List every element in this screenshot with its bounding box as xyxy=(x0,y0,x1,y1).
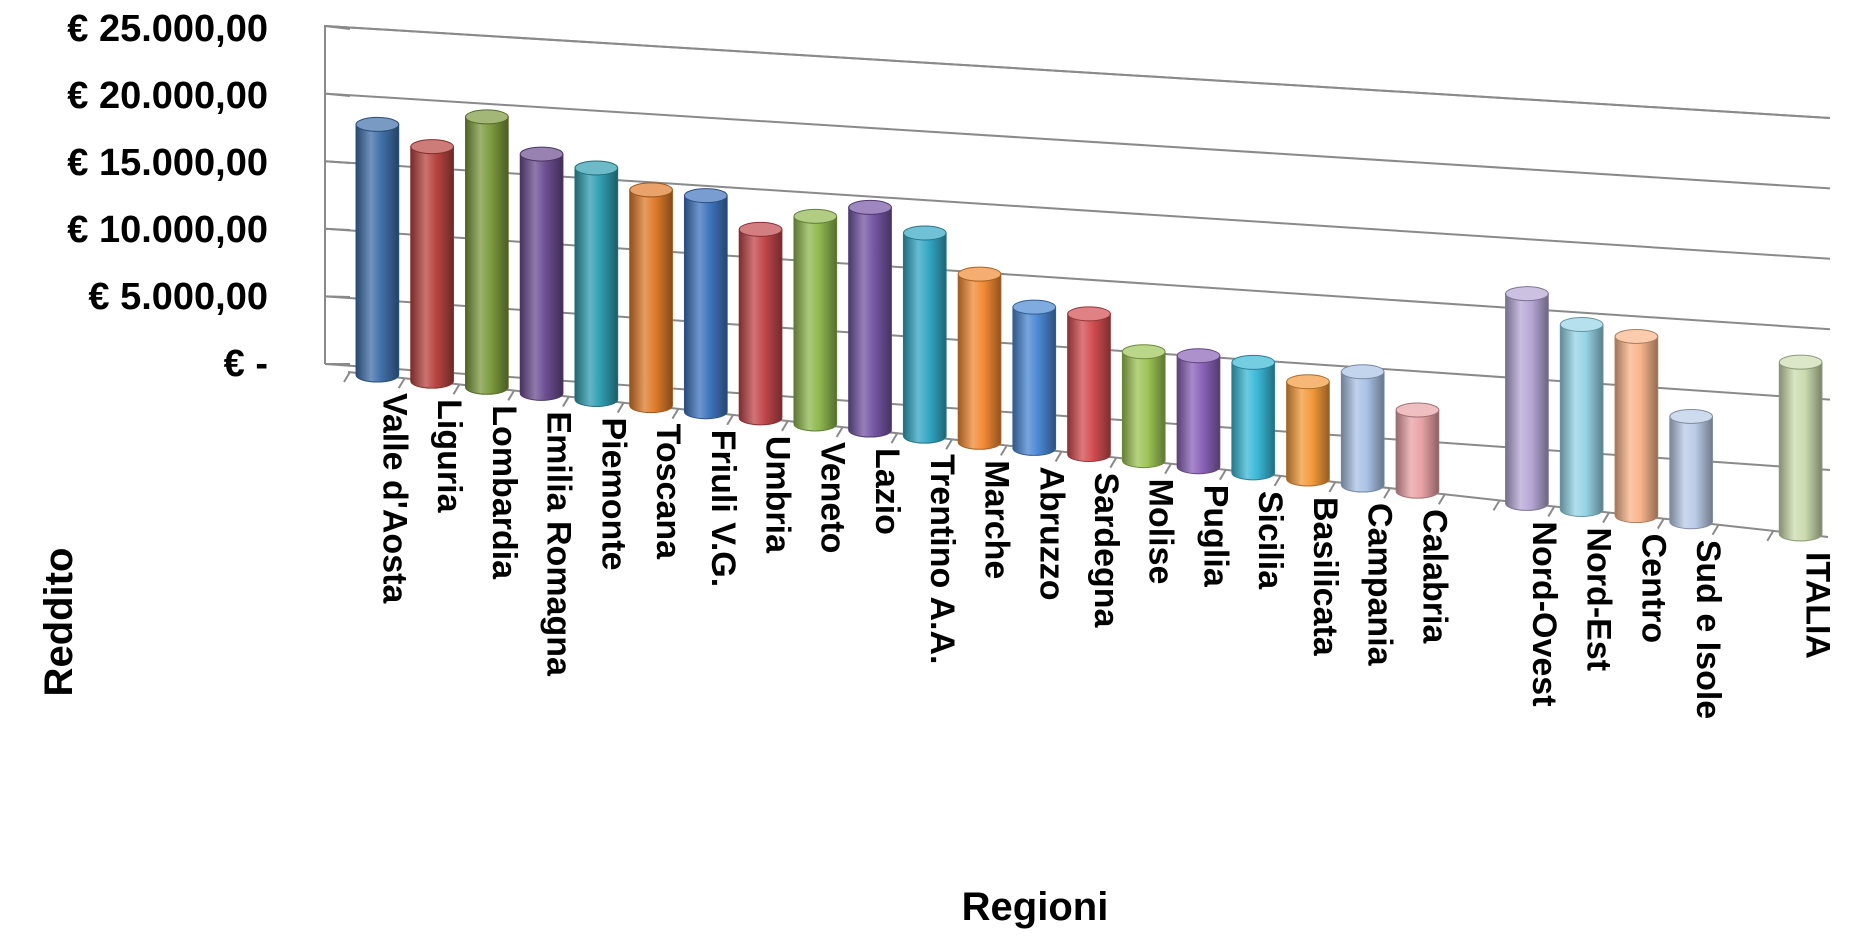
x-tick-label: Puglia xyxy=(1196,485,1234,588)
x-axis-title: Regioni xyxy=(962,885,1109,929)
bars xyxy=(355,109,1823,542)
x-tick-label: Veneto xyxy=(813,442,851,553)
x-tick-label: Piemonte xyxy=(594,418,632,571)
bar xyxy=(1614,328,1659,524)
x-tick-label: Toscana xyxy=(649,424,687,561)
y-tick-label: € 5.000,00 xyxy=(88,276,268,318)
gridline-side xyxy=(324,227,351,231)
bar xyxy=(1176,348,1221,475)
gridline-side xyxy=(324,25,351,30)
gridline xyxy=(324,25,1831,119)
x-tick-label: Sardegna xyxy=(1087,473,1125,629)
bar xyxy=(738,221,783,426)
bar xyxy=(519,146,564,401)
x-tick-label: Friuli V.G. xyxy=(704,430,742,587)
x-tick-label: Basilicata xyxy=(1306,497,1344,657)
bar xyxy=(902,225,947,444)
y-tick-label: € 10.000,00 xyxy=(67,209,268,251)
bar xyxy=(465,109,509,395)
x-tick-label: Sud e Isole xyxy=(1689,540,1727,720)
x-tick-label: Liguria xyxy=(430,399,468,513)
bar xyxy=(793,208,838,432)
x-axis: Valle d'Aosta Liguria Lombardia Emilia Roma… xyxy=(375,393,1836,719)
bar xyxy=(1669,408,1713,530)
gridline-side xyxy=(324,295,351,298)
x-tick-label: Umbria xyxy=(759,436,797,554)
gridline xyxy=(324,92,1831,190)
bar xyxy=(629,182,673,414)
x-tick-label: Lombardia xyxy=(485,405,523,580)
x-tick-label: Calabria xyxy=(1415,509,1453,644)
bar xyxy=(574,160,619,407)
x-tick-label: Abruzzo xyxy=(1032,466,1070,600)
x-tick-label: Emilia Romagna xyxy=(540,411,578,677)
x-tick-label: Campania xyxy=(1361,503,1399,667)
x-tick-label: Centro xyxy=(1634,534,1672,644)
bar xyxy=(355,116,400,383)
x-tick-label: Nord-Ovest xyxy=(1525,521,1563,706)
x-tick-label: Lazio xyxy=(868,448,906,535)
y-tick-label: € - xyxy=(224,343,268,385)
bar xyxy=(410,139,454,389)
x-tick-label: Valle d'Aosta xyxy=(375,393,413,604)
bar xyxy=(1559,317,1604,518)
gridline-side xyxy=(324,160,351,164)
bar xyxy=(1067,306,1111,463)
y-axis: € 25.000,00 € 20.000,00 € 15.000,00 € 10.00… xyxy=(67,8,268,385)
y-axis-title: Reddito xyxy=(37,548,81,697)
x-tick-label: Molise xyxy=(1142,479,1180,585)
bar xyxy=(683,188,728,420)
x-tick-label: Nord-Est xyxy=(1580,528,1618,672)
x-tick-label: Sicilia xyxy=(1251,491,1289,590)
bar xyxy=(1231,354,1276,481)
x-tick-label: Marche xyxy=(978,460,1016,579)
bar xyxy=(1395,402,1440,499)
bar xyxy=(848,199,892,438)
x-tick-label: Trentino A.A. xyxy=(923,454,961,664)
y-tick-label: € 15.000,00 xyxy=(67,142,268,184)
y-tick-label: € 20.000,00 xyxy=(67,75,268,117)
bar xyxy=(1505,286,1549,511)
bar xyxy=(1012,299,1057,456)
bar xyxy=(1340,364,1385,493)
bar xyxy=(1121,344,1166,469)
x-tick-label: ITALIA xyxy=(1799,552,1837,659)
bar xyxy=(957,266,1002,450)
bar xyxy=(1778,354,1823,542)
gridline-side xyxy=(324,92,351,97)
bar xyxy=(1286,374,1330,487)
y-tick-label: € 25.000,00 xyxy=(67,8,268,50)
